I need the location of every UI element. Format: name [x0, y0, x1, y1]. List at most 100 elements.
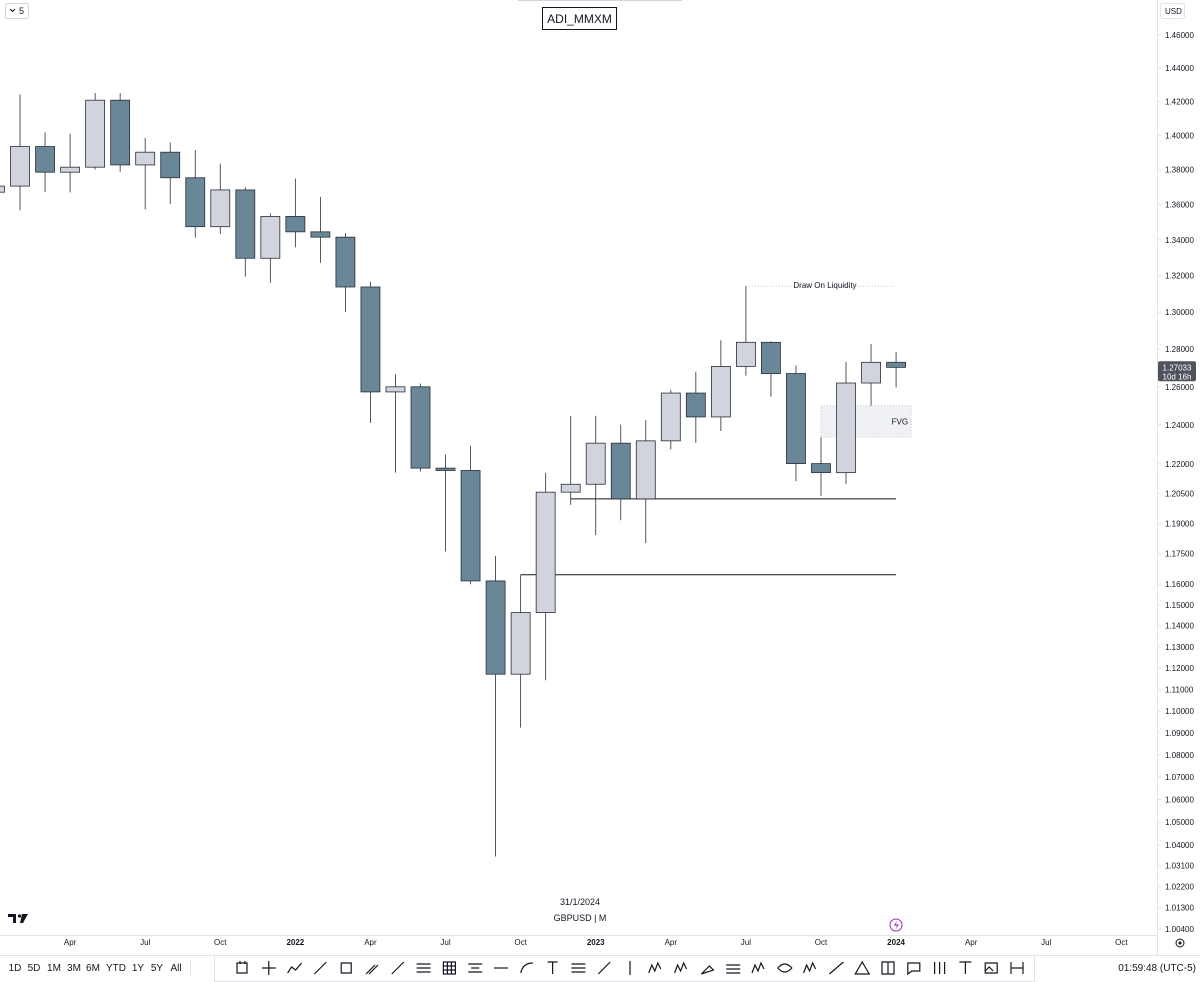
candle-body: [85, 99, 106, 168]
range-button[interactable]: 3M: [67, 963, 81, 974]
y-tick-label: 1.17500: [1165, 550, 1194, 559]
fvg-label: FVG: [892, 417, 908, 426]
range-button[interactable]: 1M: [47, 963, 61, 974]
y-tick-label: 1.15000: [1165, 601, 1194, 610]
y-tick-label: 1.04000: [1165, 841, 1194, 850]
currency-button[interactable]: [1160, 3, 1185, 19]
y-tick-label: 1.28000: [1165, 345, 1194, 354]
y-tick-label: 1.14000: [1165, 622, 1194, 631]
chevron-icon: [9, 8, 16, 13]
candle-body: [210, 189, 231, 228]
candle-body: [235, 189, 256, 259]
tool-icon[interactable]: [442, 961, 456, 975]
lightning-icon[interactable]: [889, 918, 903, 932]
candle-body: [761, 341, 781, 374]
tool-icon[interactable]: [854, 960, 871, 975]
tool-icon[interactable]: [547, 961, 558, 974]
tool-icon[interactable]: [907, 962, 921, 976]
candle-body: [560, 483, 581, 493]
tool-icon[interactable]: [287, 962, 303, 974]
title-box: [542, 7, 617, 30]
candle-body: [110, 99, 131, 166]
tool-icon[interactable]: [777, 963, 793, 973]
y-tick-label: 1.19000: [1165, 519, 1194, 528]
clock: 01:59:48 (UTC-5): [1118, 963, 1196, 974]
tool-icon[interactable]: [597, 961, 611, 975]
tool-icon[interactable]: [468, 963, 483, 973]
settings-icon-center: [1178, 941, 1182, 945]
last-price-badge: [1158, 361, 1196, 382]
x-tick-label: Apr: [364, 938, 377, 947]
tool-icon[interactable]: [674, 961, 688, 974]
tool-icon[interactable]: [520, 962, 533, 974]
candle-body: [360, 286, 381, 393]
tool-icon[interactable]: [391, 961, 405, 975]
tool-icon[interactable]: [803, 961, 817, 974]
y-tick-label: 1.07000: [1165, 773, 1194, 782]
tool-icon[interactable]: [959, 961, 972, 974]
range-button[interactable]: 6M: [86, 963, 100, 974]
y-tick-label: 1.32000: [1165, 272, 1194, 281]
last-price-label: 1.27033: [1163, 363, 1192, 372]
range-button[interactable]: 1Y: [132, 963, 145, 974]
countdown-label: 10d 16h: [1163, 372, 1192, 381]
tool-icon[interactable]: [984, 962, 998, 974]
candle-body: [185, 177, 206, 228]
y-tick-label: 1.26000: [1165, 383, 1194, 392]
tool-icon[interactable]: [416, 963, 431, 973]
x-tick-label: 2022: [286, 938, 304, 947]
x-tick-label: Apr: [965, 938, 978, 947]
range-button[interactable]: YTD: [106, 963, 126, 974]
drawing-tools: [236, 960, 1024, 976]
range-button[interactable]: 5Y: [151, 963, 164, 974]
range-button[interactable]: 5D: [28, 963, 41, 974]
x-tick-label: 2024: [887, 938, 905, 947]
y-tick-label: 1.30000: [1165, 308, 1194, 317]
tool-icon[interactable]: [933, 962, 946, 974]
tool-icon[interactable]: [726, 964, 741, 974]
candle-body: [285, 216, 306, 233]
candle-body: [811, 463, 831, 474]
candle-body: [435, 467, 456, 471]
y-tick-label: 1.16000: [1165, 580, 1194, 589]
tool-icon[interactable]: [700, 965, 715, 975]
y-tick-label: 1.22000: [1165, 460, 1194, 469]
candle-body: [485, 580, 506, 675]
tool-icon[interactable]: [365, 964, 379, 975]
symbol-label: GBPUSD | M: [554, 913, 607, 923]
candle-body: [610, 442, 631, 500]
tool-icon[interactable]: [313, 961, 327, 975]
range-button[interactable]: 1D: [9, 963, 22, 974]
candle-body: [60, 166, 80, 173]
tool-icon[interactable]: [571, 963, 586, 973]
x-tick-label: Jul: [440, 938, 450, 947]
tool-icon[interactable]: [340, 962, 352, 974]
tool-icon[interactable]: [751, 961, 765, 974]
x-tick-label: Jul: [140, 938, 150, 947]
candle-body: [135, 151, 156, 166]
candle-body: [685, 392, 706, 418]
y-tick-label: 1.12000: [1165, 664, 1194, 673]
tool-icon[interactable]: [648, 961, 662, 974]
y-tick-label: 1.38000: [1165, 166, 1194, 175]
y-tick-label: 1.34000: [1165, 236, 1194, 245]
settings-icon[interactable]: [1175, 938, 1185, 948]
drawing-toolbar: [214, 955, 1035, 982]
y-tick-label: 1.13000: [1165, 643, 1194, 652]
candle-body: [660, 392, 681, 442]
y-tick-label: 1.02200: [1165, 883, 1194, 892]
y-tick-label: 1.08000: [1165, 751, 1194, 760]
interval-button[interactable]: [5, 3, 29, 19]
tool-icon[interactable]: [881, 961, 895, 975]
tool-icon[interactable]: [829, 961, 844, 975]
tool-icon[interactable]: [236, 961, 248, 974]
tool-icon[interactable]: [1010, 962, 1024, 974]
x-tick-label: Apr: [64, 938, 77, 947]
candle-body: [460, 470, 481, 582]
candle-body: [510, 612, 531, 675]
y-tick-label: 1.44000: [1165, 64, 1194, 73]
range-button[interactable]: All: [170, 963, 181, 974]
tool-icon[interactable]: [261, 961, 276, 975]
candle-body: [736, 341, 756, 367]
